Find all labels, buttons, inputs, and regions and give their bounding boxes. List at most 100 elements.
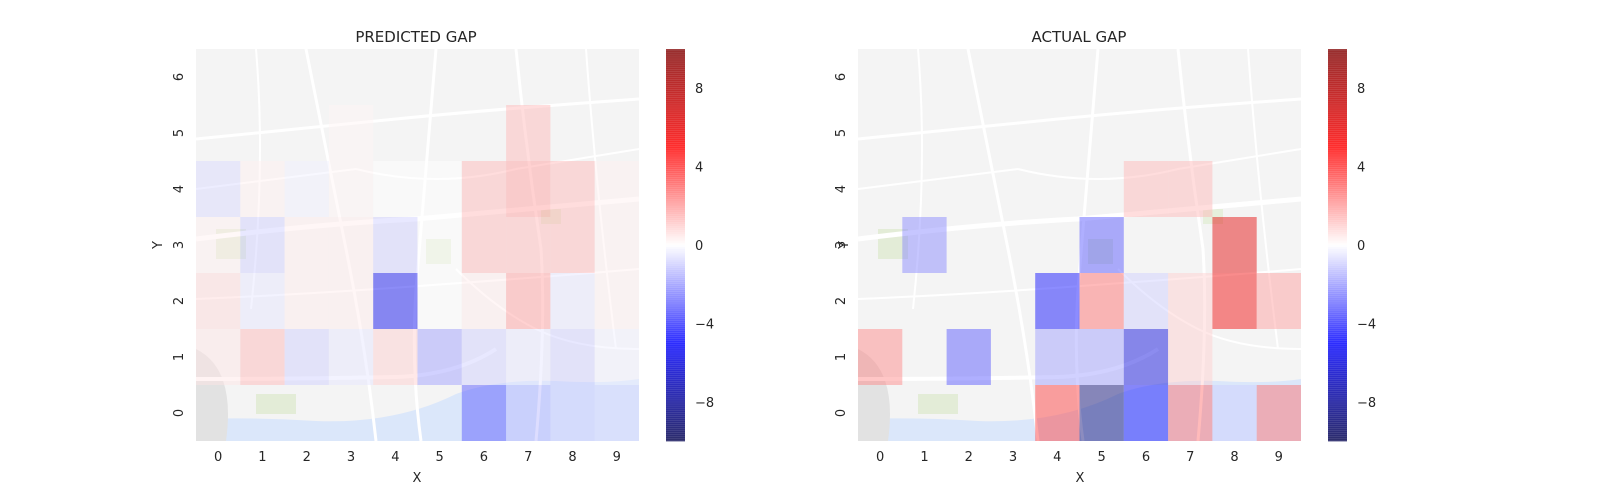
colorbar-segment [666,174,685,177]
colorbar-segment [666,341,685,344]
x-tick-label: 7 [1186,450,1194,465]
heatmap-cell [594,329,639,385]
heatmap-cell [1123,273,1169,329]
colorbar-segment [666,150,685,154]
y-tick-label: 0 [172,409,187,417]
colorbar-segment [1328,76,1347,79]
heatmap-cell [506,385,551,441]
colorbar-segment [666,427,685,430]
colorbar-segment [666,50,685,54]
colorbar-segment [1328,329,1347,332]
y-tick-label: 6 [834,73,849,81]
colorbar-segment [666,252,685,256]
colorbar-segment [666,346,685,350]
y-tick-label: 5 [172,129,187,137]
colorbar-segment [666,166,685,169]
colorbar-segment [666,170,685,173]
colorbar-segment [1328,229,1347,232]
heatmap-cell [461,385,507,441]
colorbar-segment [666,439,685,442]
colorbar-segment [1328,327,1347,330]
heatmap-cell [594,385,639,441]
colorbar-segment [666,272,685,275]
colorbar-segment [666,49,685,52]
heatmap-cell [373,217,418,273]
colorbar-segment [1328,335,1347,338]
colorbar-segment [1328,225,1347,228]
colorbar-segment [666,348,685,352]
heatmap-cell [373,273,418,329]
colorbar-tick-label: 4 [695,161,703,176]
colorbar-segment [666,84,685,87]
colorbar-segment [1328,56,1347,60]
colorbar-segment [1328,376,1347,379]
colorbar-segment [1328,180,1347,183]
colorbar-segment [666,137,685,140]
colorbar-segment [666,229,685,232]
colorbar-segment [1328,401,1347,405]
colorbar-segment [666,413,685,416]
colorbar-segment [666,323,685,326]
colorbar-segment [1328,368,1347,371]
colorbar-segment [1328,90,1347,93]
colorbar-segment [666,368,685,371]
heatmap-cell [196,273,241,329]
colorbar-segment [666,280,685,283]
colorbar-segment [666,437,685,440]
heatmap-cell [550,385,595,441]
colorbar-segment [1328,280,1347,283]
colorbar-segment [666,99,685,103]
heatmap-cell [594,161,639,217]
y-tick-label: 4 [834,185,849,193]
colorbar-segment [666,186,685,189]
colorbar-segment [1328,178,1347,181]
colorbar-segment [666,203,685,207]
colorbar-segment [666,405,685,409]
colorbar-segment [1328,50,1347,54]
colorbar-segment [1328,94,1347,97]
heatmap-cell [373,329,418,385]
colorbar-segment [1328,437,1347,440]
colorbar-segment [1328,360,1347,363]
colorbar-segment [1328,221,1347,224]
colorbar-segment [1328,223,1347,226]
colorbar-segment [666,164,685,167]
colorbar-segment [1328,248,1347,252]
colorbar-segment [1328,121,1347,124]
colorbar-segment [1328,60,1347,64]
heatmap-cell [506,329,551,385]
colorbar-segment [666,80,685,83]
x-tick-label: 9 [613,450,621,465]
colorbar-segment [666,309,685,313]
y-tick-label: 0 [834,409,849,417]
colorbar-segment [666,158,685,162]
colorbar-segment [666,362,685,365]
colorbar-segment [1328,141,1347,144]
colorbar-segment [666,221,685,224]
y-tick-label: 5 [834,129,849,137]
colorbar-segment [1328,174,1347,177]
heatmap-cell [1212,217,1257,273]
colorbar-segment [1328,246,1347,250]
colorbar-segment [1328,158,1347,162]
heatmap-cell [1212,273,1257,329]
colorbar-segment [1328,168,1347,171]
colorbar-segment [666,103,685,107]
colorbar-segment [666,243,685,246]
colorbar-segment [1328,380,1347,383]
colorbar-segment [1328,358,1347,362]
colorbar-segment [666,92,685,95]
colorbar-segment [1328,433,1347,436]
colorbar-segment [666,105,685,109]
colorbar-segment [1328,211,1347,215]
colorbar-segment [1328,184,1347,187]
x-tick-label: 8 [568,450,576,465]
colorbar-segment [666,276,685,279]
colorbar-segment [666,184,685,187]
colorbar-segment [666,344,685,348]
colorbar-segment [666,378,685,381]
colorbar-segment [666,211,685,215]
colorbar-segment [666,115,685,118]
colorbar-segment [666,248,685,252]
heatmap-cell [550,329,595,385]
